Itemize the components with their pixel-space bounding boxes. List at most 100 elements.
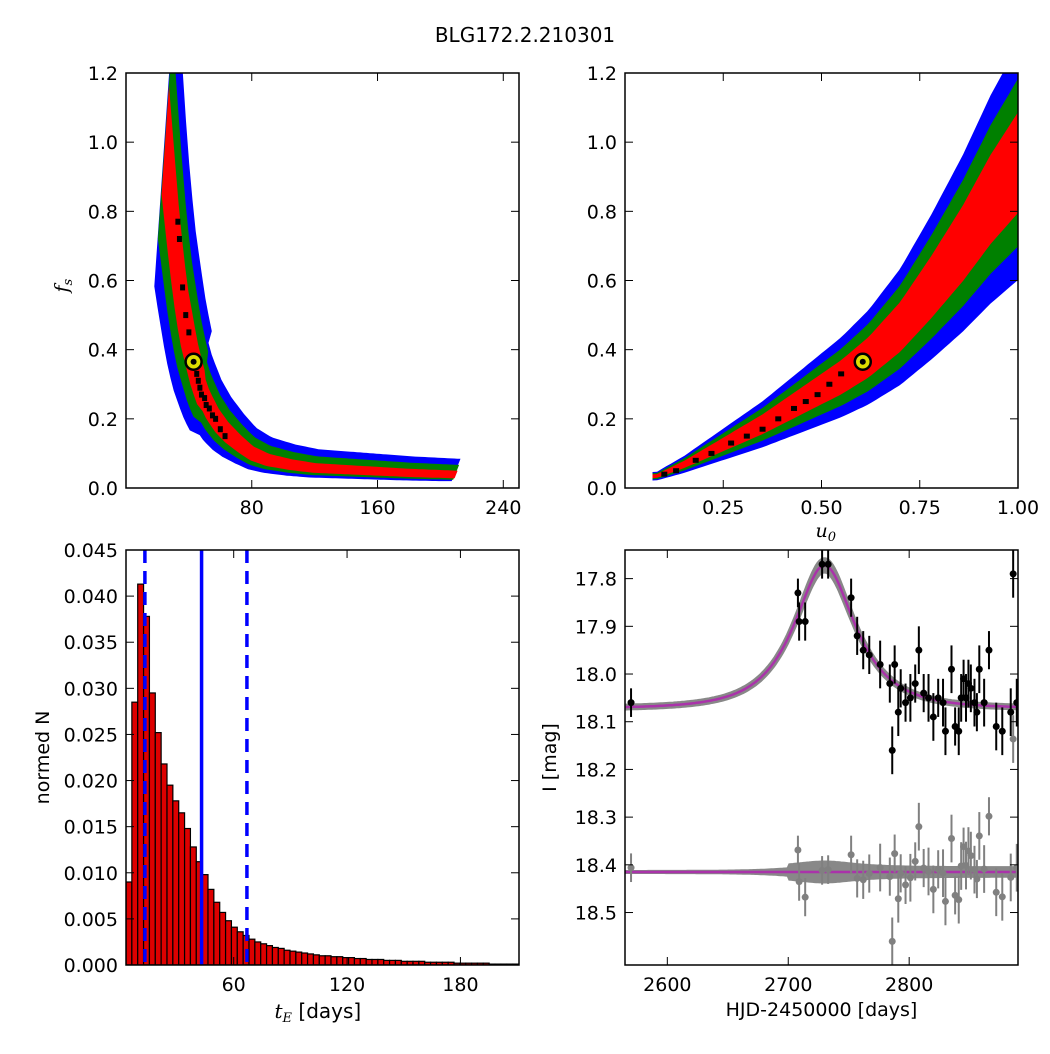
x-tick-label: 240 [485,497,521,519]
residual-point [911,857,919,865]
data-point [980,699,988,707]
chain-point [206,405,212,412]
x-tick-label: 2700 [764,974,812,996]
y-tick-label: 0.040 [64,586,118,608]
chain-point [775,416,782,422]
residual-point [794,846,802,854]
best-fit-center [190,358,197,365]
data-point [967,684,975,692]
data-point [925,694,933,702]
y-tick-label: 17.9 [575,616,617,638]
y-tick-label: 0.2 [587,409,617,431]
x-tick-label: 2800 [885,974,933,996]
panel-tE-fs: 80 160 240 0.0 0.2 0.4 0.6 0.8 1.0 1.2 fs [51,63,521,519]
histogram-bar [347,957,356,965]
data-point [992,722,1000,730]
sigma1-region [652,112,1018,479]
x-axis-label: HJD-2450000 [days] [726,999,918,1021]
data-point [1007,708,1015,716]
y-tick-label: 0.000 [64,955,118,977]
data-point [1009,570,1017,578]
histogram-bar [283,949,291,965]
y-tick-label: 0.0 [88,478,118,500]
histogram-bar [236,931,244,965]
residual-point [1013,864,1018,872]
histogram-bar [213,901,221,965]
figure-title: BLG172.2.210301 [435,23,615,47]
histogram-bar [178,812,186,965]
y-tick-label: 18.3 [575,807,617,829]
data-point [902,699,910,707]
residual-point [939,869,947,877]
x-tick-label: 160 [359,497,395,519]
histogram-bar [189,846,197,965]
data-point [985,646,993,654]
histogram-bar [230,926,238,965]
chain-point [203,402,209,408]
panel-tE-histogram: 60 120 180 0.000 0.005 0.010 0.015 0.020 0.025 0.… [32,540,520,1026]
chain-point [743,433,750,439]
residual-point [906,874,914,882]
histogram-bar [353,957,361,965]
residual-point [1009,735,1017,743]
y-tick-label: 0.010 [64,863,118,885]
residual-point [915,823,923,831]
chain-point [186,329,192,336]
residual-point [795,878,803,886]
residual-point [975,832,983,840]
x-tick-label: 60 [222,974,246,996]
residual-point [818,866,826,874]
chain-point [213,415,219,422]
residual-point [992,888,1000,896]
y-tick-label: 0.4 [587,340,617,362]
chain-point [209,412,215,419]
residual-point [1007,873,1015,881]
histogram-bar [265,945,274,965]
residual-point [853,874,861,882]
x-tick-label: 2600 [643,974,691,996]
y-tick-label: 0.005 [64,909,118,931]
axes-frame [624,549,1019,966]
histogram-bar [289,950,297,965]
plot-area [154,73,461,482]
residual-point [955,896,963,904]
y-tick-label: 0.2 [88,409,118,431]
histogram-bar [295,951,303,965]
histogram-bar [306,953,315,965]
residual-point [876,864,884,872]
residual-point [897,869,905,877]
histogram-bar [277,947,285,965]
chain-point [814,392,821,398]
y-tick-label: 0.030 [64,678,118,700]
residual-point [998,893,1006,901]
data-point [894,708,902,716]
panel-lightcurve: 2600 2700 2800 17.8 17.9 18.0 18.1 18.2 18.3 18.4… [539,549,1019,1021]
data-point [859,646,867,654]
sigma2-region [157,73,460,480]
y-tick-label: 0.035 [64,632,118,654]
chain-point [692,457,699,463]
data-point [888,746,896,754]
residual-point [925,867,933,875]
y-axis-label: fs [51,278,76,294]
x-tick-label: 80 [240,497,264,519]
data-point [627,699,635,707]
chain-point [790,405,797,411]
data-point [847,594,855,602]
y-tick-label: 0.8 [587,201,617,223]
y-tick-label: 1.2 [88,63,118,85]
histogram-bar [172,800,180,965]
data-point [934,694,942,702]
axes-frame [125,549,520,966]
histogram-bar [254,941,262,965]
y-tick-label: 18.4 [575,855,617,877]
data-point [947,665,955,673]
x-tick-label: 0.50 [800,497,842,519]
x-tick-label: 0.75 [899,497,941,519]
y-tick-label: 0.045 [64,540,118,562]
data-point [795,618,803,626]
data-point [939,699,947,707]
chain-point [183,312,189,319]
data-point [911,680,919,688]
x-axis-label: tE [days] [275,999,362,1026]
